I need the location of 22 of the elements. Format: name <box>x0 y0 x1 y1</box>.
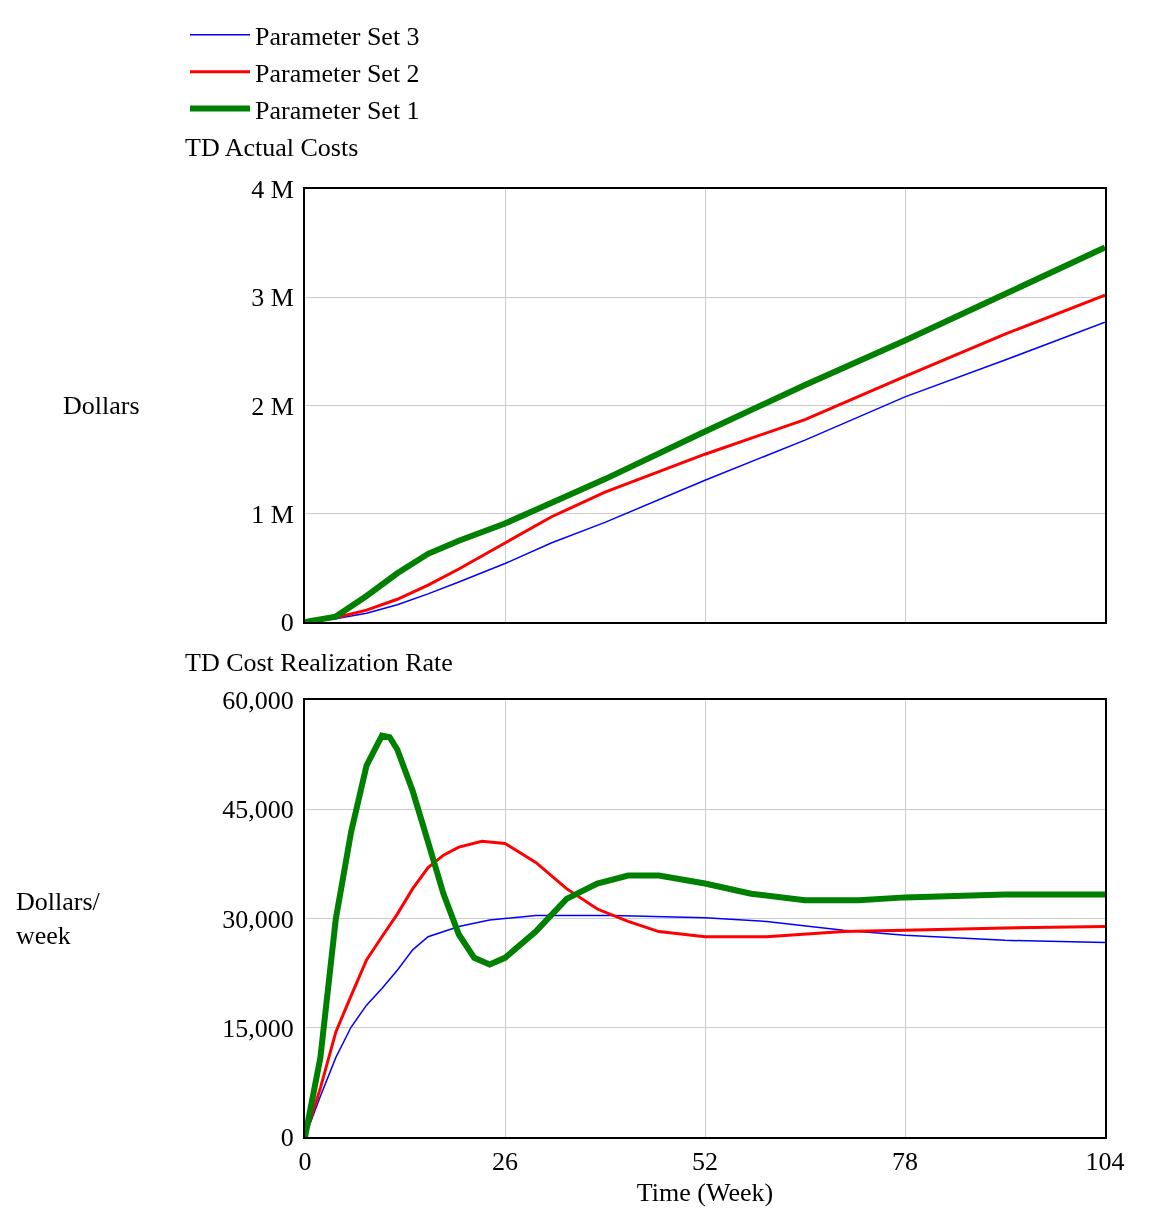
x-tick-label: 78 <box>892 1147 918 1177</box>
x-tick-label: 52 <box>692 1147 718 1177</box>
y-tick-label: 60,000 <box>222 686 294 716</box>
chart-title: TD Actual Costs <box>185 133 359 163</box>
x-tick-label: 104 <box>1085 1147 1125 1177</box>
y-tick-label: 45,000 <box>222 795 294 825</box>
legend-label: Parameter Set 2 <box>255 58 420 88</box>
y-tick-label: 15,000 <box>222 1013 294 1043</box>
y-tick-label: 0 <box>280 608 294 638</box>
y-axis-title: Dollars <box>63 391 140 420</box>
x-tick-label: 26 <box>492 1147 518 1177</box>
y-tick-label: 3 M <box>251 283 294 313</box>
y-tick-label: 4 M <box>251 175 294 205</box>
y-tick-label: 1 M <box>251 499 294 529</box>
x-axis-title: Time (Week) <box>636 1178 774 1208</box>
y-tick-label: 2 M <box>251 391 294 421</box>
y-tick-label: 30,000 <box>222 904 294 934</box>
y-axis-title: Dollars/ week <box>16 887 101 950</box>
y-tick-label: 0 <box>280 1123 294 1153</box>
legend-label: Parameter Set 1 <box>255 95 420 125</box>
legend-label: Parameter Set 3 <box>255 22 420 52</box>
chart-title: TD Cost Realization Rate <box>185 648 453 678</box>
